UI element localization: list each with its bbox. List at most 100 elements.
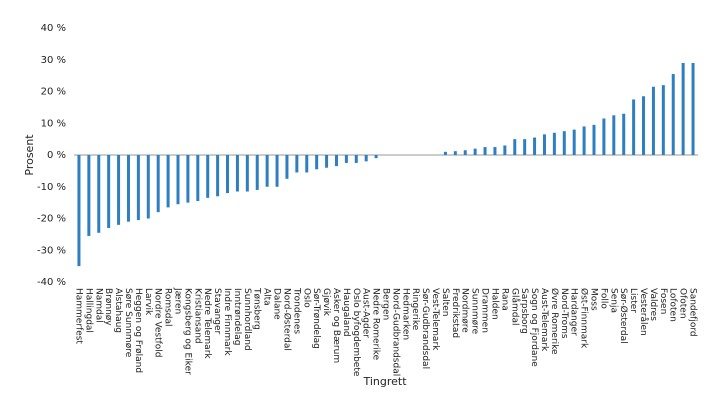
bar: [443, 151, 447, 155]
x-tick-label: Nord-Troms: [559, 288, 569, 339]
bar: [176, 155, 180, 205]
x-tick-label: Sunnmøre: [470, 288, 480, 335]
y-tick-label: 40 %: [41, 23, 66, 34]
x-tick-label: Glåmdal: [509, 288, 520, 326]
bar: [533, 137, 537, 155]
bar: [651, 86, 655, 155]
y-axis-label: Prosent: [23, 134, 36, 176]
bar: [622, 113, 626, 155]
bar: [582, 126, 586, 155]
bar: [97, 155, 101, 233]
x-tick-label: Salten: [440, 288, 450, 317]
bar: [245, 155, 249, 192]
x-tick-label: Kongsberg og Eiker: [182, 288, 192, 375]
x-tick-label: Moss: [589, 288, 599, 311]
x-tick-label: Ofoten: [678, 288, 688, 319]
bar: [354, 155, 358, 163]
y-tick-label: -40 %: [37, 277, 66, 288]
bar: [305, 155, 309, 173]
bar: [612, 115, 616, 155]
x-tick-label: Sandefjord: [688, 288, 698, 337]
x-tick-label: Inntrøndelag: [232, 288, 242, 345]
x-tick-label: Fredrikstad: [450, 288, 460, 338]
x-tick-label: Brønnøy: [103, 288, 113, 326]
bar: [186, 155, 190, 203]
bar: [315, 155, 319, 170]
x-tick-label: Oslo: [301, 288, 311, 308]
y-tick-label: -30 %: [37, 245, 66, 256]
x-axis-label: Tingrett: [362, 375, 407, 388]
x-tick-label: Follo: [598, 288, 608, 309]
bar: [255, 155, 259, 190]
x-tick-label: Hardanger: [569, 288, 579, 336]
bar: [136, 155, 140, 221]
x-tick-label: Jæren: [173, 287, 183, 314]
bar: [642, 96, 646, 155]
x-tick-label: Fosen: [658, 288, 668, 314]
x-tick-label: Ringerike: [410, 288, 420, 331]
bar: [691, 62, 695, 155]
x-tick-label: Nordmøre: [460, 288, 470, 333]
x-tick-label: Hallingdal: [83, 288, 93, 333]
y-tick-label: 20 %: [41, 87, 66, 98]
bar: [87, 155, 91, 236]
bar: [226, 155, 230, 194]
bar: [295, 155, 299, 173]
y-tick-label: 10 %: [41, 118, 66, 129]
x-tick-label: Sogn og Fjordane: [529, 288, 539, 367]
bar: [364, 155, 368, 162]
bar: [493, 147, 497, 155]
x-tick-label: Stavanger: [212, 288, 222, 335]
bar: [216, 155, 220, 197]
bar: [483, 147, 487, 155]
bar: [107, 155, 111, 229]
bar: [453, 151, 457, 155]
x-tick-label: Hedmarken: [400, 288, 410, 340]
x-tick-label: Sarpsborg: [519, 288, 529, 334]
x-tick-label: Sør-Trøndelag: [311, 288, 321, 349]
x-tick-label: Sør-Gudbrandsdal: [420, 288, 430, 369]
bar: [592, 124, 596, 155]
x-tick-label: Øvre Romerike: [549, 288, 560, 355]
bar: [562, 131, 566, 155]
x-tick-label: Aust-Agder: [361, 288, 371, 338]
x-tick-label: Vest-Telemark: [430, 288, 440, 351]
x-tick-label: Gjøvik: [321, 288, 331, 317]
bar: [344, 155, 348, 163]
x-tick-label: Sør-Østerdal: [618, 288, 629, 344]
x-tick-label: Hammerfest: [73, 288, 83, 344]
x-tick-label: Alta: [262, 288, 272, 306]
x-tick-label: Søre Sunnmøre: [123, 288, 133, 358]
bar: [661, 85, 665, 155]
bar: [523, 139, 527, 155]
bar: [552, 132, 556, 155]
x-tick-label: Øst-Finnmark: [579, 288, 590, 349]
x-tick-label: Haugaland: [341, 288, 351, 337]
x-tick-label: Oslo byfogdembete: [351, 288, 361, 377]
x-tick-label: Namdal: [93, 288, 103, 323]
x-tick-label: Rana: [499, 288, 509, 311]
bar: [572, 129, 576, 155]
bar: [542, 134, 546, 155]
x-tick-label: Senja: [608, 288, 618, 313]
bar: [334, 155, 338, 167]
x-tick-label: Lofoten: [668, 288, 678, 322]
x-tick-label: Drammen: [480, 288, 490, 333]
x-tick-label: Asker og Bærum: [331, 288, 341, 363]
bar: [325, 155, 329, 168]
bar: [77, 155, 81, 267]
x-tick-label: Indre Finnmark: [222, 288, 232, 356]
x-tick-label: Lister: [628, 288, 638, 313]
bar: [196, 155, 200, 202]
x-tick-label: Aust-Telemark: [539, 288, 549, 352]
x-tick-label: Sunnhordland: [242, 288, 252, 351]
x-tick-label: Alstahaug: [113, 288, 123, 333]
bar: [235, 155, 239, 192]
bar: [265, 155, 269, 187]
bar: [513, 139, 517, 155]
bar: [117, 155, 121, 225]
bar: [681, 62, 685, 155]
x-tick-label: Nedre Romerike: [371, 288, 381, 361]
y-tick-label: 0 %: [47, 150, 66, 161]
bar: [473, 148, 477, 155]
